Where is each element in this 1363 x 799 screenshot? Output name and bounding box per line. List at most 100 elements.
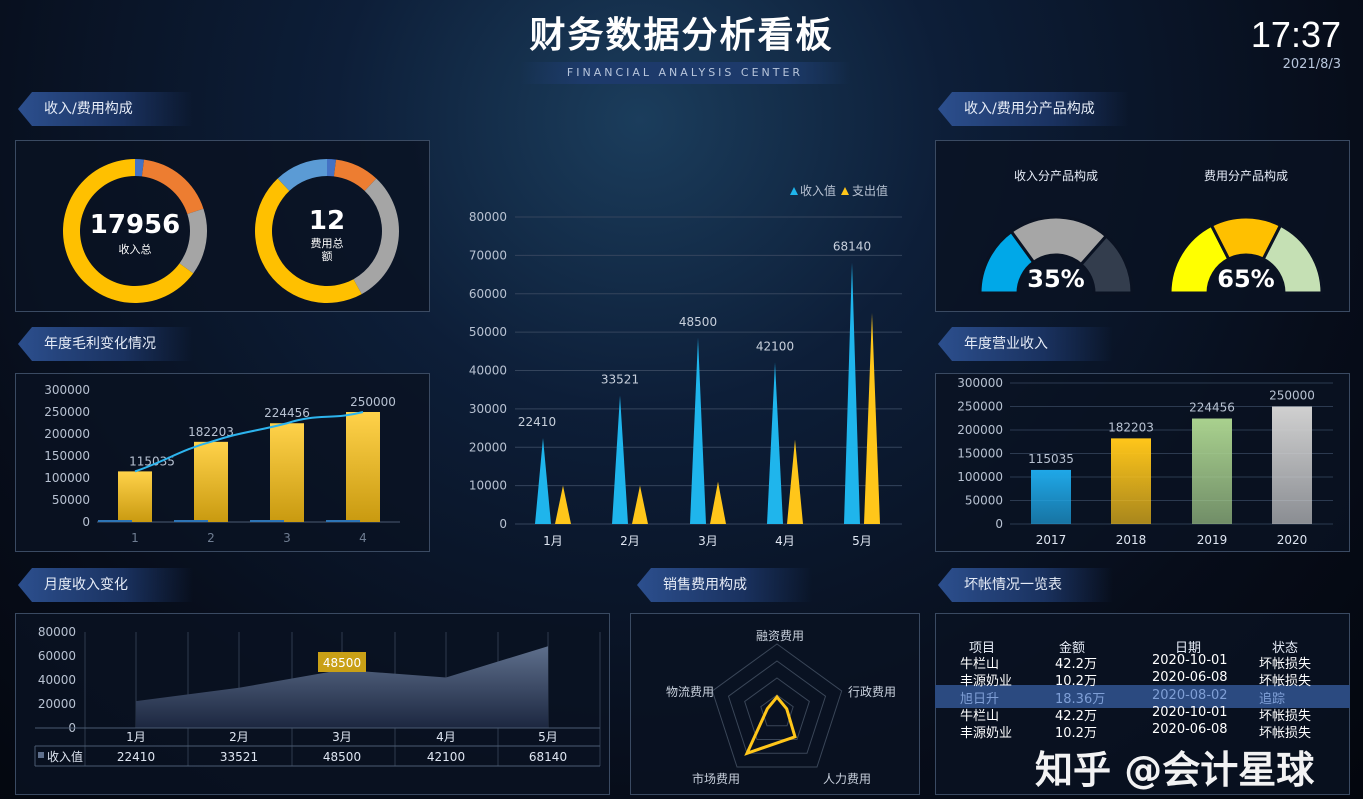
y-tick-label: 300000 xyxy=(957,376,1003,390)
gauge-title: 费用分产品构成 xyxy=(1204,168,1288,183)
radar-ring xyxy=(727,660,827,754)
bar-secondary xyxy=(174,520,208,522)
y-tick-label: 0 xyxy=(995,517,1003,531)
legend-expense: 支出值 xyxy=(852,183,888,198)
y-tick-label: 60000 xyxy=(38,649,76,663)
y-tick-label: 100000 xyxy=(957,470,1003,484)
data-label: 250000 xyxy=(1269,389,1315,403)
x-tick-label: 1月 xyxy=(126,730,146,744)
y-tick-label: 10000 xyxy=(469,479,507,493)
table-value: 68140 xyxy=(529,750,567,764)
radar-indicator-label: 行政费用 xyxy=(848,685,896,699)
table-cell: 旭日升 xyxy=(960,692,1000,707)
table-cell: 牛栏山 xyxy=(960,709,1000,724)
section-bad-debt: 坏帐情况一览表 xyxy=(938,568,1113,602)
table-cell: 2020-08-02 xyxy=(1152,688,1228,703)
x-tick-label: 5月 xyxy=(852,534,872,548)
table-value: 33521 xyxy=(220,750,258,764)
donut-segment xyxy=(135,159,145,177)
x-tick-label: 4月 xyxy=(775,534,795,548)
table-cell: 2020-10-01 xyxy=(1152,653,1228,668)
table-value: 48500 xyxy=(323,750,361,764)
highlight-value: 48500 xyxy=(323,656,361,670)
section-sales-cost: 销售费用构成 xyxy=(637,568,812,602)
data-label: 115035 xyxy=(1028,452,1074,466)
donut-segment xyxy=(141,159,204,215)
watermark: 知乎 @会计星球 xyxy=(1035,748,1315,792)
bar xyxy=(1272,406,1312,524)
page-subtitle: FINANCIAL ANALYSIS CENTER xyxy=(520,62,850,84)
highlight-row[interactable] xyxy=(935,685,1350,708)
x-tick-label: 3月 xyxy=(332,730,352,744)
bar-expense xyxy=(864,312,880,524)
y-tick-label: 80000 xyxy=(38,625,76,639)
gauge-value: 35% xyxy=(1027,265,1084,293)
data-label: 22410 xyxy=(518,415,556,429)
x-tick-label: 2月 xyxy=(620,534,640,548)
bar-income xyxy=(690,337,706,524)
data-label: 42100 xyxy=(756,339,794,353)
y-tick-label: 40000 xyxy=(469,364,507,378)
x-tick-label: 2019 xyxy=(1197,533,1228,547)
column-header: 项目 xyxy=(968,641,996,656)
legend-income: 收入值 xyxy=(800,183,836,198)
y-tick-label: 80000 xyxy=(469,210,507,224)
trend-line xyxy=(134,411,364,473)
y-tick-label: 40000 xyxy=(38,673,76,687)
bar xyxy=(270,423,304,522)
donut-segment xyxy=(333,159,377,191)
y-tick-label: 20000 xyxy=(469,440,507,454)
y-tick-label: 20000 xyxy=(38,697,76,711)
page-title: 财务数据分析看板 xyxy=(529,15,834,56)
gauge-segment xyxy=(1009,215,1109,267)
section-monthly: 月度收入变化 xyxy=(18,568,193,602)
y-tick-label: 0 xyxy=(82,515,90,529)
table-cell: 坏帐损失 xyxy=(1259,657,1312,672)
table-cell: 牛栏山 xyxy=(960,657,1000,672)
x-tick-label: 4 xyxy=(359,531,367,545)
series-label: 收入值 xyxy=(47,749,83,764)
radar-indicator-label: 物流费用 xyxy=(666,685,714,699)
bar-income xyxy=(535,438,551,524)
gauge-segment xyxy=(1261,223,1324,295)
bar-expense xyxy=(787,439,803,524)
section-annual: 年度营业收入 xyxy=(938,327,1113,361)
y-tick-label: 30000 xyxy=(469,402,507,416)
radar-ring xyxy=(744,677,810,741)
table-cell: 10.2万 xyxy=(1055,674,1097,689)
donut-segment xyxy=(353,178,399,295)
x-tick-label: 2017 xyxy=(1036,533,1067,547)
radar-indicator-label: 融资费用 xyxy=(756,629,804,643)
data-label: 182203 xyxy=(188,425,234,439)
bar xyxy=(1192,418,1232,524)
radar-ring xyxy=(760,694,794,727)
cost-donut-center-label: 费用总额 xyxy=(310,237,344,263)
legend-swatch xyxy=(38,752,44,758)
x-tick-label: 4月 xyxy=(436,730,456,744)
y-tick-label: 100000 xyxy=(44,471,90,485)
column-header: 金额 xyxy=(1058,641,1086,656)
bar xyxy=(1031,469,1071,524)
legend-expense-icon xyxy=(841,187,849,195)
table-cell: 2020-06-08 xyxy=(1152,722,1228,737)
table-cell: 2020-06-08 xyxy=(1152,670,1228,685)
gauge-title: 收入分产品构成 xyxy=(1014,168,1098,183)
y-tick-label: 150000 xyxy=(44,449,90,463)
column-header: 状态 xyxy=(1271,641,1299,656)
data-label: 182203 xyxy=(1108,420,1154,434)
table-cell: 18.36万 xyxy=(1055,692,1106,707)
y-tick-label: 50000 xyxy=(965,494,1003,508)
y-tick-label: 250000 xyxy=(44,405,90,419)
table-cell: 2020-10-01 xyxy=(1152,705,1228,720)
y-tick-label: 150000 xyxy=(957,447,1003,461)
data-label: 33521 xyxy=(601,372,639,386)
highlight-tooltip xyxy=(318,652,366,672)
data-label: 48500 xyxy=(679,315,717,329)
table-cell: 坏帐损失 xyxy=(1259,726,1312,741)
table-cell: 42.2万 xyxy=(1055,657,1097,672)
bar-secondary xyxy=(250,520,284,522)
area xyxy=(136,646,548,728)
y-tick-label: 70000 xyxy=(469,248,507,262)
donut-segment xyxy=(254,178,362,304)
donut-segment xyxy=(327,159,337,177)
